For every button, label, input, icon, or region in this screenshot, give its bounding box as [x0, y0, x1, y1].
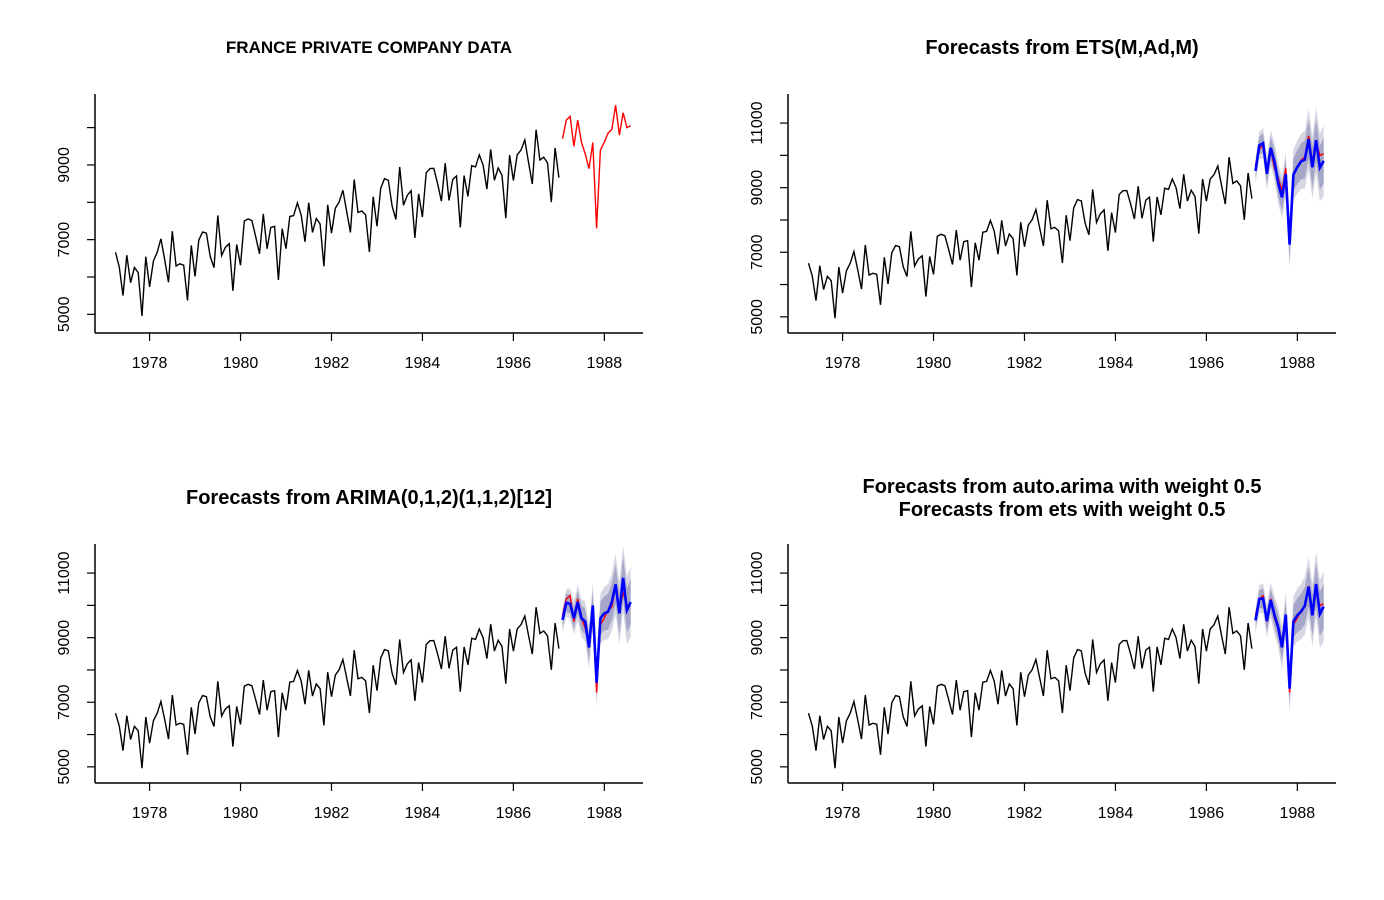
chart-1-x-tick-label: 1986	[496, 355, 532, 372]
chart-4-y-tick-label: 7000	[749, 684, 766, 720]
chart-4-y-tick-label: 5000	[749, 749, 766, 785]
chart-2-y-tick-label: 5000	[749, 299, 766, 335]
chart-2-x-tick-label: 1986	[1189, 355, 1225, 372]
chart-4-x-tick-label: 1982	[1007, 805, 1043, 822]
chart-3-x-tick-label: 1978	[132, 805, 168, 822]
chart-3-y-tick-label: 7000	[56, 684, 73, 720]
chart-4-x-tick-label: 1978	[825, 805, 861, 822]
chart-4-series-observed	[807, 607, 1253, 769]
chart-2-x-tick-label: 1988	[1280, 355, 1316, 372]
chart-3-x-tick-label: 1984	[405, 805, 441, 822]
chart-4-y-tick-label: 9000	[749, 620, 766, 656]
chart-2-y-tick-label: 11000	[749, 101, 766, 144]
chart-1-x-tick-label: 1982	[314, 355, 350, 372]
chart-4-subtitle: Forecasts from ets with weight 0.5	[899, 499, 1226, 521]
chart-4-x-tick-label: 1986	[1189, 805, 1225, 822]
chart-2-y-tick-label: 9000	[749, 170, 766, 206]
chart-2-title: Forecasts from ETS(M,Ad,M)	[925, 37, 1198, 59]
chart-4-x-tick-label: 1988	[1280, 805, 1316, 822]
chart-3-y-tick-label: 9000	[56, 620, 73, 656]
chart-1-title: FRANCE PRIVATE COMPANY DATA	[226, 38, 512, 57]
chart-2-series-observed	[807, 157, 1253, 319]
chart-4-x-tick-label: 1980	[916, 805, 952, 822]
chart-4-series-forecast	[1254, 583, 1325, 689]
chart-1-x-tick-label: 1984	[405, 355, 441, 372]
chart-1-y-tick-label: 9000	[56, 147, 73, 183]
chart-3-y-tick-label: 11000	[56, 551, 73, 594]
chart-3-series-observed	[114, 607, 560, 769]
chart-3-title: Forecasts from ARIMA(0,1,2)(1,1,2)[12]	[186, 487, 552, 509]
chart-3-series-forecast	[561, 577, 632, 683]
chart-1-x-tick-label: 1978	[132, 355, 168, 372]
chart-2-x-tick-label: 1978	[825, 355, 861, 372]
chart-1-series-actual	[561, 105, 632, 229]
chart-3-x-tick-label: 1982	[314, 805, 350, 822]
chart-3-x-tick-label: 1980	[223, 805, 259, 822]
chart-3-x-tick-label: 1988	[587, 805, 623, 822]
chart-2-y-tick-label: 7000	[749, 234, 766, 270]
chart-2-series-forecast	[1254, 138, 1325, 245]
chart-4-x-tick-label: 1984	[1098, 805, 1134, 822]
chart-1-y-tick-label: 7000	[56, 222, 73, 258]
chart-2-x-tick-label: 1984	[1098, 355, 1134, 372]
chart-1-y-tick-label: 5000	[56, 296, 73, 332]
chart-4-y-tick-label: 11000	[749, 551, 766, 594]
chart-1-series-observed	[114, 129, 560, 316]
chart-1-x-tick-label: 1980	[223, 355, 259, 372]
chart-2-x-tick-label: 1980	[916, 355, 952, 372]
chart-3-y-tick-label: 5000	[56, 749, 73, 785]
chart-4-title: Forecasts from auto.arima with weight 0.…	[863, 476, 1262, 498]
chart-1-x-tick-label: 1988	[587, 355, 623, 372]
chart-3-x-tick-label: 1986	[496, 805, 532, 822]
chart-2-x-tick-label: 1982	[1007, 355, 1043, 372]
